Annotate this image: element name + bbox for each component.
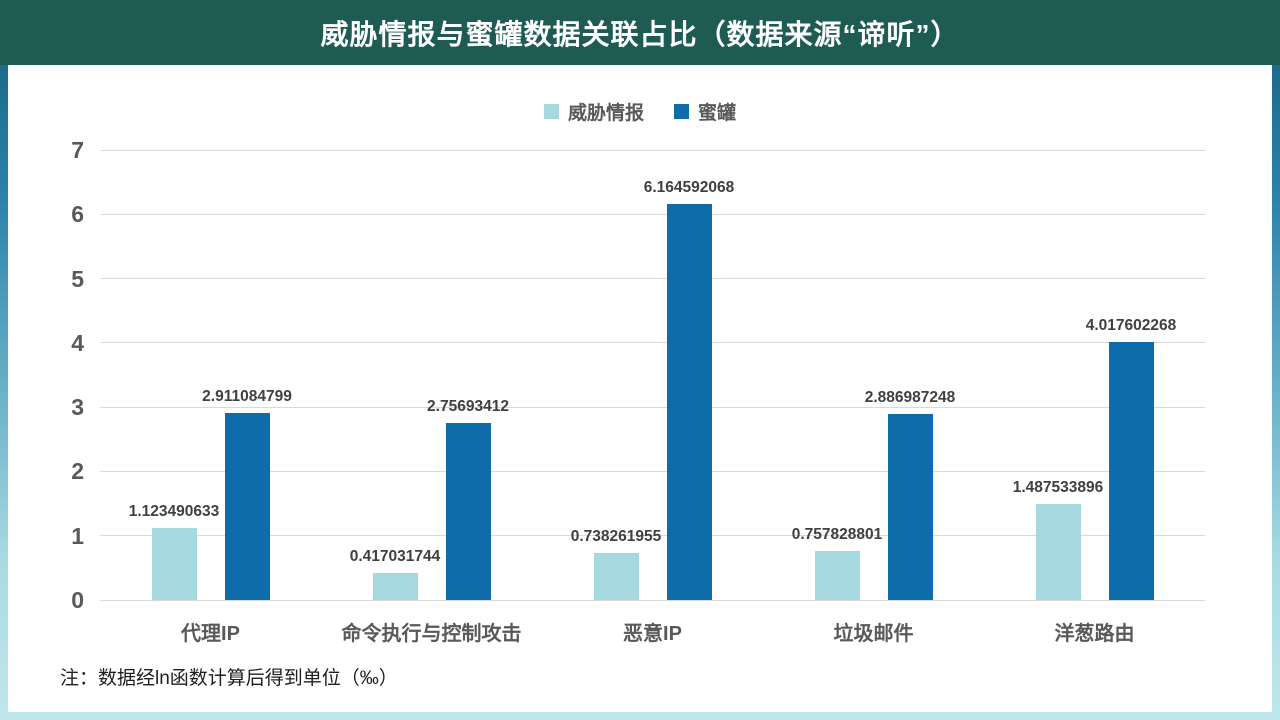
- bar-value-label: 1.487533896: [1012, 479, 1104, 497]
- legend-swatch-honeypot: [674, 104, 689, 119]
- y-axis-tick-label: 5: [71, 265, 84, 292]
- gridline: [100, 342, 1205, 344]
- gridline: [100, 278, 1205, 280]
- x-axis-category-label: 命令执行与控制攻击: [341, 623, 522, 645]
- x-axis-category-label: 恶意IP: [623, 623, 682, 645]
- legend-label: 威胁情报: [567, 103, 644, 124]
- bar-honeypot: [666, 203, 712, 600]
- bar-honeypot: [224, 412, 270, 600]
- y-axis-tick-label: 3: [71, 394, 84, 421]
- x-axis-category-label: 代理IP: [181, 623, 240, 645]
- x-axis-category-label: 垃圾邮件: [833, 623, 914, 645]
- bar-threat-intel: [593, 552, 639, 600]
- y-axis-tick-label: 1: [71, 522, 84, 549]
- x-axis-category-label: 洋葱路由: [1054, 623, 1135, 645]
- bar-threat-intel: [372, 573, 418, 600]
- plot-area: 0 1 2 3 4 5 6 7 1.123490633 2.911084799 代理IP 0.4170…: [71, 137, 1205, 645]
- bar-threat-intel: [151, 527, 197, 600]
- bar-value-label: 2.75693412: [427, 397, 509, 415]
- gridline: [100, 599, 1205, 601]
- gridline: [100, 406, 1205, 408]
- legend-item-threat-intel: 威胁情报: [543, 98, 644, 125]
- bar-value-label: 0.757828801: [791, 526, 883, 544]
- page-title: 威胁情报与蜜罐数据关联占比（数据来源“谛听”）: [320, 18, 960, 50]
- bar-value-label: 2.886987248: [864, 389, 956, 407]
- bar-honeypot: [887, 414, 933, 600]
- bar-threat-intel: [814, 551, 860, 600]
- bar-value-label: 2.911084799: [202, 387, 292, 405]
- gridline: [100, 470, 1205, 472]
- bar-value-label: 0.738261955: [570, 527, 662, 545]
- legend-item-honeypot: 蜜罐: [674, 98, 736, 125]
- bar-value-label: 4.017602268: [1085, 316, 1177, 334]
- legend-label: 蜜罐: [698, 103, 737, 124]
- bar-threat-intel: [1035, 504, 1081, 600]
- gridline: [100, 149, 1205, 151]
- bar-value-label: 6.164592068: [643, 178, 735, 196]
- bar-value-label: 0.417031744: [349, 548, 441, 566]
- chart-area: 威胁情报 蜜罐 0 1 2 3 4 5 6 7 1.123490633 2.911084799 代理I…: [8, 65, 1272, 712]
- gridline: [100, 213, 1205, 215]
- footnote: 注：数据经ln函数计算后得到单位（‰）: [60, 668, 398, 689]
- y-axis-tick-label: 6: [71, 201, 84, 228]
- chart-title-bar: 威胁情报与蜜罐数据关联占比（数据来源“谛听”）: [0, 0, 1280, 65]
- y-axis-tick-label: 2: [71, 458, 84, 485]
- bar-value-label: 1.123490633: [128, 502, 220, 520]
- legend-swatch-threat-intel: [543, 104, 559, 119]
- y-axis-tick-label: 4: [71, 329, 84, 356]
- bar-honeypot: [1108, 341, 1154, 600]
- y-axis-tick-label: 7: [71, 137, 84, 163]
- legend: 威胁情报 蜜罐: [8, 98, 1272, 125]
- gridline: [100, 535, 1205, 537]
- y-axis-tick-label: 0: [71, 587, 84, 613]
- bar-honeypot: [445, 422, 491, 600]
